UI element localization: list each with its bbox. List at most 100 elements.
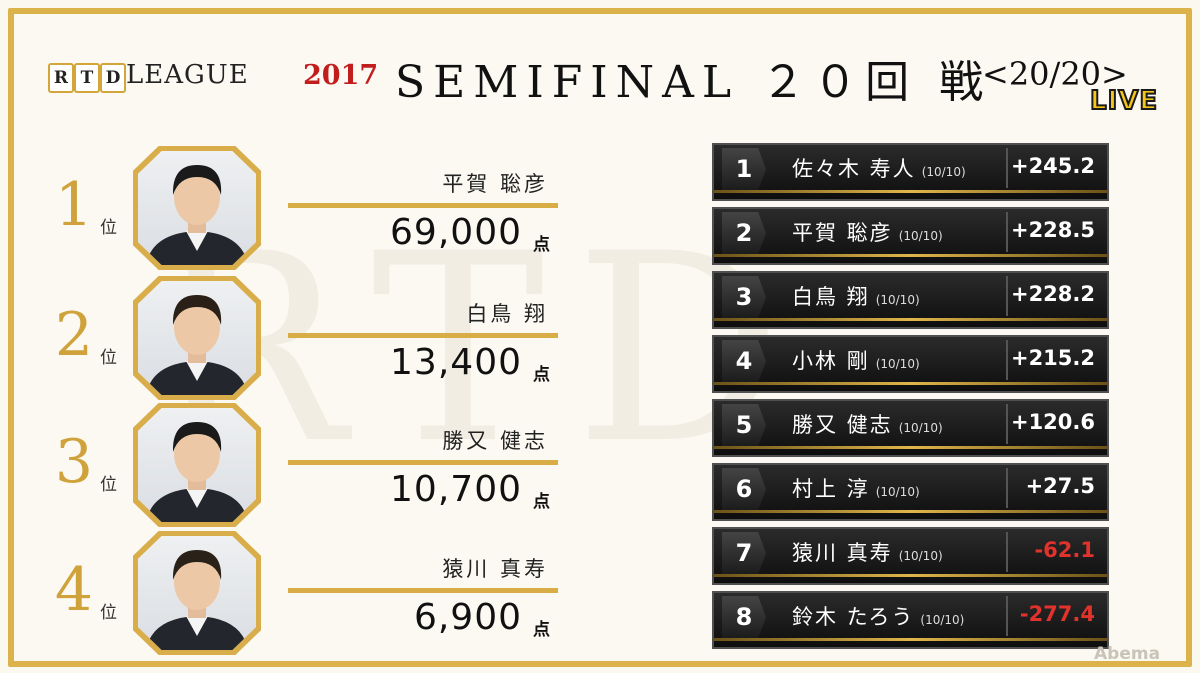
rank-suffix: 位 — [100, 603, 117, 623]
player-portrait-icon — [146, 295, 248, 395]
standings-player-name: 猿川 真寿 — [792, 541, 893, 565]
standings-player-name: 白鳥 翔 — [792, 285, 870, 309]
standings-player-name: 佐々木 寿人 — [792, 157, 916, 181]
rank-row: 1 位 平賀 聡彦 69,000 点 — [0, 146, 600, 273]
standings-games: (10/10) — [875, 485, 920, 499]
name-underline — [288, 333, 558, 338]
gold-trim — [714, 254, 1107, 257]
standings-player: 小林 剛 (10/10) — [792, 345, 920, 375]
standings-rank: 3 — [722, 276, 766, 318]
broadcaster-watermark: Abema — [1094, 644, 1161, 664]
divider — [1006, 340, 1008, 380]
standings-rank: 1 — [722, 148, 766, 190]
standings-player: 勝又 健志 (10/10) — [792, 409, 943, 439]
standings-player-name: 鈴木 たろう — [792, 605, 915, 629]
score-unit: 点 — [533, 235, 550, 255]
standings-player: 鈴木 たろう (10/10) — [792, 601, 964, 631]
standings-rank: 4 — [722, 340, 766, 382]
standings-row: 2 平賀 聡彦 (10/10) +228.5 — [712, 207, 1109, 265]
rank-number: 1 — [54, 170, 94, 240]
standings-player: 佐々木 寿人 (10/10) — [792, 153, 966, 183]
rank-number: 4 — [54, 555, 94, 625]
standings-player-name: 小林 剛 — [792, 349, 870, 373]
divider — [1006, 212, 1008, 252]
divider — [1006, 532, 1008, 572]
standings-row: 6 村上 淳 (10/10) +27.5 — [712, 463, 1109, 521]
standings-player: 村上 淳 (10/10) — [792, 473, 920, 503]
score-unit: 点 — [533, 492, 550, 512]
player-avatar — [133, 276, 261, 400]
gold-trim — [714, 574, 1107, 577]
gold-trim — [714, 318, 1107, 321]
standings-points: +228.2 — [1010, 282, 1095, 306]
round-count: <20/20> — [982, 55, 1128, 93]
standings-points: -62.1 — [1034, 538, 1095, 562]
divider — [1006, 468, 1008, 508]
league-text: LEAGUE — [126, 60, 249, 90]
rank-row: 2 位 白鳥 翔 13,400 点 — [0, 276, 600, 403]
rank-suffix: 位 — [100, 475, 117, 495]
league-year: 2017 — [303, 60, 379, 91]
divider — [1006, 148, 1008, 188]
standings-games: (10/10) — [920, 613, 965, 627]
player-avatar — [133, 146, 261, 270]
rank-row: 3 位 勝又 健志 10,700 点 — [0, 403, 600, 530]
standings-points: +27.5 — [1025, 474, 1095, 498]
standings-row: 8 鈴木 たろう (10/10) -277.4 — [712, 591, 1109, 649]
player-score: 10,700 — [390, 469, 522, 510]
standings-points: +245.2 — [1010, 154, 1095, 178]
standings-row: 4 小林 剛 (10/10) +215.2 — [712, 335, 1109, 393]
logo-tile-r: R — [48, 63, 74, 93]
gold-trim — [714, 382, 1107, 385]
player-name: 勝又 健志 — [442, 429, 548, 453]
divider — [1006, 596, 1008, 636]
name-underline — [288, 460, 558, 465]
gold-trim — [714, 638, 1107, 641]
player-portrait-icon — [146, 165, 248, 265]
player-name: 白鳥 翔 — [466, 302, 548, 326]
standings-player: 平賀 聡彦 (10/10) — [792, 217, 943, 247]
player-score: 6,900 — [413, 597, 522, 638]
standings-games: (10/10) — [921, 165, 966, 179]
standings-games: (10/10) — [875, 293, 920, 307]
logo-tile-d: D — [100, 63, 126, 93]
player-portrait-icon — [146, 422, 248, 522]
live-badge: LIVE — [1089, 85, 1159, 117]
divider — [1006, 404, 1008, 444]
score-unit: 点 — [533, 620, 550, 640]
player-score: 13,400 — [390, 342, 522, 383]
standings-row: 7 猿川 真寿 (10/10) -62.1 — [712, 527, 1109, 585]
page-title: SEMIFINAL ２０回 戦 — [395, 57, 992, 108]
gold-trim — [714, 190, 1107, 193]
rank-suffix: 位 — [100, 348, 117, 368]
standings-points: -277.4 — [1019, 602, 1095, 626]
standings-player-name: 村上 淳 — [792, 477, 870, 501]
standings-points: +228.5 — [1010, 218, 1095, 242]
standings-games: (10/10) — [898, 229, 943, 243]
gold-trim — [714, 446, 1107, 449]
rank-number: 3 — [54, 427, 94, 497]
standings-games: (10/10) — [898, 549, 943, 563]
standings-player: 猿川 真寿 (10/10) — [792, 537, 943, 567]
rank-number: 2 — [54, 300, 94, 370]
standings-points: +120.6 — [1010, 410, 1095, 434]
standings-rank: 8 — [722, 596, 766, 638]
standings-player-name: 平賀 聡彦 — [792, 221, 893, 245]
logo-tile-t: T — [74, 63, 100, 93]
name-underline — [288, 203, 558, 208]
rank-row: 4 位 猿川 真寿 6,900 点 — [0, 531, 600, 658]
score-unit: 点 — [533, 365, 550, 385]
standings-player-name: 勝又 健志 — [792, 413, 893, 437]
standings-row: 3 白鳥 翔 (10/10) +228.2 — [712, 271, 1109, 329]
standings-rank: 7 — [722, 532, 766, 574]
divider — [1006, 276, 1008, 316]
standings-rank: 6 — [722, 468, 766, 510]
standings-points: +215.2 — [1010, 346, 1095, 370]
name-underline — [288, 588, 558, 593]
standings-games: (10/10) — [875, 357, 920, 371]
player-avatar — [133, 531, 261, 655]
standings-player: 白鳥 翔 (10/10) — [792, 281, 920, 311]
standings-row: 1 佐々木 寿人 (10/10) +245.2 — [712, 143, 1109, 201]
gold-trim — [714, 510, 1107, 513]
standings-games: (10/10) — [898, 421, 943, 435]
